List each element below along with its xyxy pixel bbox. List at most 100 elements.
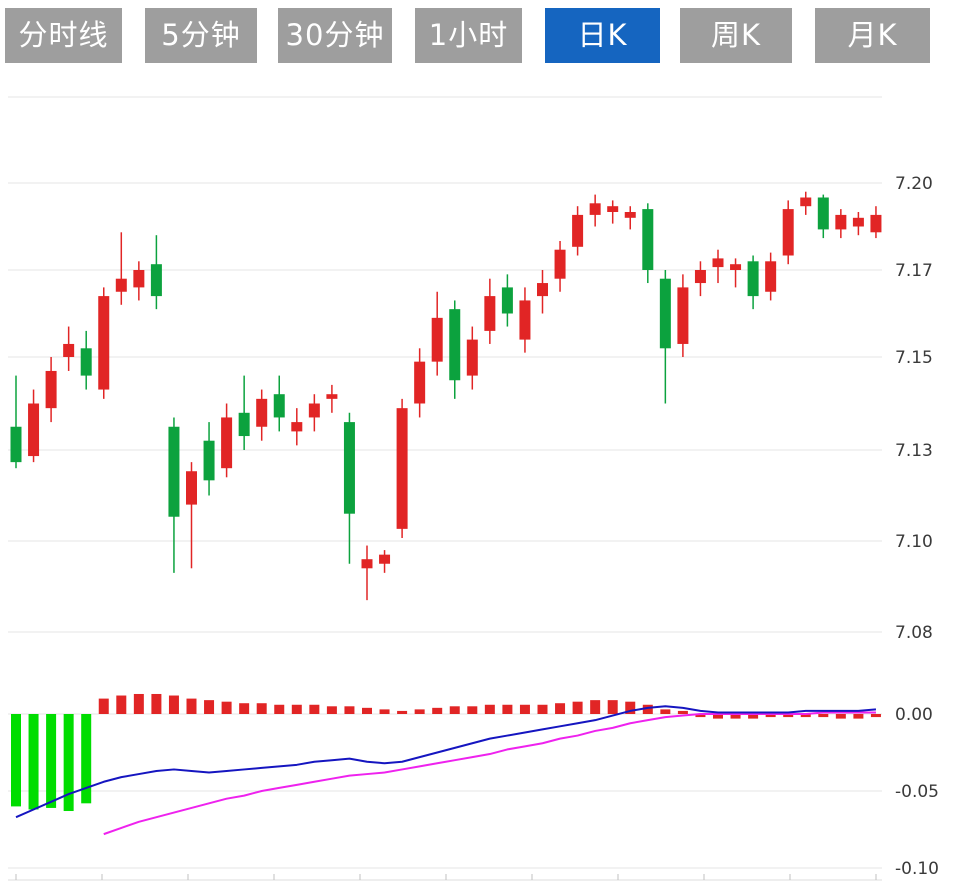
candle-body xyxy=(414,361,426,404)
candle-body xyxy=(308,403,320,418)
candle-body xyxy=(221,417,233,469)
timeframe-tab[interactable]: 1小时 xyxy=(415,8,522,63)
candle-body xyxy=(396,408,408,529)
candle-body xyxy=(800,197,812,207)
candle-body xyxy=(80,348,92,376)
macd-histogram-bar xyxy=(449,706,460,714)
candle-body xyxy=(589,203,601,215)
dea-line xyxy=(103,711,876,836)
macd-histogram-bar xyxy=(713,714,723,719)
macd-histogram-bar xyxy=(677,710,688,714)
macd-histogram-bar xyxy=(467,706,478,714)
candle-body xyxy=(782,209,794,256)
timeframe-tab[interactable]: 月K xyxy=(815,8,930,63)
macd-histogram-bar xyxy=(484,704,495,714)
axis-label: -0.05 xyxy=(895,782,939,802)
timeframe-tab[interactable]: 周K xyxy=(680,8,792,63)
macd-histogram-bar xyxy=(274,704,285,714)
timeframe-tab[interactable]: 5分钟 xyxy=(145,8,257,63)
candle-body xyxy=(835,214,847,230)
candle-body xyxy=(256,398,268,427)
candle-body xyxy=(765,261,777,292)
macd-histogram-bar xyxy=(362,707,372,714)
candle-body xyxy=(501,287,513,314)
dif-line xyxy=(15,705,877,819)
candle-body xyxy=(624,212,636,218)
macd-histogram-bar xyxy=(46,714,57,808)
macd-histogram-bar xyxy=(765,714,776,718)
macd-histogram-bar xyxy=(853,714,864,719)
macd-histogram-bar xyxy=(519,704,530,714)
macd-histogram-bar xyxy=(555,703,566,714)
candle-body xyxy=(431,317,443,362)
timeframe-tab[interactable]: 日K xyxy=(545,8,660,63)
candle-body xyxy=(28,403,40,457)
macd-histogram-bar xyxy=(660,709,671,714)
axis-label: 7.13 xyxy=(895,441,933,461)
candle-body xyxy=(554,249,566,279)
candle-body xyxy=(343,422,355,514)
candle-body xyxy=(186,471,197,505)
candle-body xyxy=(607,206,619,212)
candle-body xyxy=(379,554,391,564)
candle-body xyxy=(133,270,145,288)
candle-body xyxy=(572,214,584,247)
macd-histogram-bar xyxy=(432,707,443,714)
macd-histogram-bar xyxy=(28,714,39,810)
macd-histogram-bar xyxy=(607,700,618,714)
macd-histogram-bar xyxy=(309,704,320,714)
candle-body xyxy=(694,270,706,284)
candle-body xyxy=(852,217,864,227)
candle-body xyxy=(747,261,759,297)
macd-histogram-bar xyxy=(870,714,881,718)
candle-body xyxy=(730,264,742,270)
candle-body xyxy=(466,339,478,376)
macd-histogram-bar xyxy=(730,714,741,719)
macd-histogram-bar xyxy=(344,706,355,714)
macd-histogram-bar xyxy=(326,706,337,714)
axis-label: 7.20 xyxy=(895,174,933,194)
macd-histogram-bar xyxy=(414,709,425,714)
macd-histogram-bar xyxy=(81,714,92,804)
axis-label: -0.10 xyxy=(895,859,939,879)
macd-histogram-bar xyxy=(204,700,215,714)
candle-body xyxy=(326,394,338,399)
macd-histogram-bar xyxy=(625,701,636,714)
macd-histogram-bar xyxy=(502,704,513,714)
timeframe-tabbar: 分时线 5分钟 30分钟 1小时 日K 周K 月K xyxy=(0,8,975,63)
macd-histogram-bar xyxy=(11,714,21,807)
candle-body xyxy=(361,559,373,569)
macd-histogram-bar xyxy=(98,698,109,714)
candle-body xyxy=(449,309,461,381)
candle-body xyxy=(45,370,57,409)
macd-histogram-bar xyxy=(572,701,583,714)
macd-histogram-bar xyxy=(835,714,846,719)
macd-histogram-bar xyxy=(221,701,232,714)
macd-histogram-bar xyxy=(239,703,250,714)
macd-histogram-bar xyxy=(695,714,706,718)
candle-body xyxy=(870,214,882,233)
candle-body xyxy=(238,412,250,437)
timeframe-tab[interactable]: 分时线 xyxy=(5,8,122,63)
candle-body xyxy=(519,300,531,340)
candle-body xyxy=(291,422,303,432)
timeframe-tab[interactable]: 30分钟 xyxy=(278,8,392,63)
macd-histogram-bar xyxy=(63,714,74,812)
axis-label: 0.00 xyxy=(895,705,933,725)
macd-histogram-bar xyxy=(186,698,197,714)
macd-histogram-bar xyxy=(642,704,653,714)
axis-label: 7.17 xyxy=(895,261,933,281)
candle-body xyxy=(817,197,829,230)
candle-body xyxy=(98,296,110,390)
axis-label: 7.10 xyxy=(895,532,933,552)
macd-histogram-bar xyxy=(133,693,144,714)
candle-body xyxy=(10,426,22,463)
macd-histogram-bar xyxy=(590,700,601,714)
candle-body xyxy=(659,278,671,349)
candle-body xyxy=(203,440,215,481)
candle-body xyxy=(63,343,75,357)
macd-histogram-bar xyxy=(800,714,811,718)
axis-label: 7.15 xyxy=(895,348,933,368)
macd-histogram-bar xyxy=(783,714,794,718)
